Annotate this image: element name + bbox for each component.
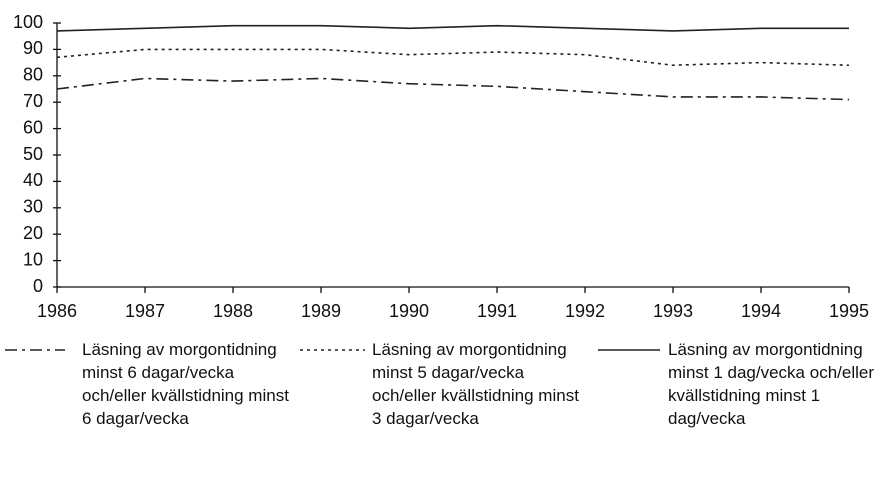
x-tick-label: 1992 (565, 301, 605, 321)
x-tick-label: 1995 (829, 301, 869, 321)
y-tick-label: 50 (23, 144, 43, 164)
y-tick-label: 60 (23, 117, 43, 137)
x-tick-label: 1987 (125, 301, 165, 321)
x-tick-label: 1989 (301, 301, 341, 321)
y-tick-label: 80 (23, 65, 43, 85)
y-tick-label: 40 (23, 170, 43, 190)
y-tick-label: 10 (23, 249, 43, 269)
x-tick-label: 1994 (741, 301, 781, 321)
x-tick-label: 1993 (653, 301, 693, 321)
y-tick-label: 100 (13, 12, 43, 32)
y-tick-label: 30 (23, 197, 43, 217)
x-tick-label: 1988 (213, 301, 253, 321)
series-line (56, 77, 850, 101)
legend-label: Läsning av morgontidning minst 6 dagar/v… (82, 340, 289, 428)
y-tick-label: 0 (33, 276, 43, 296)
series-line (56, 24, 849, 32)
x-tick-label: 1991 (477, 301, 517, 321)
y-tick-label: 70 (23, 91, 43, 111)
legend-label: Läsning av morgontidning minst 1 dag/vec… (668, 340, 874, 428)
legend-label: Läsning av morgontidning minst 5 dagar/v… (372, 340, 579, 428)
series-line (56, 48, 850, 67)
x-tick-label: 1986 (37, 301, 77, 321)
y-tick-label: 90 (23, 38, 43, 58)
x-tick-label: 1990 (389, 301, 429, 321)
y-tick-label: 20 (23, 223, 43, 243)
